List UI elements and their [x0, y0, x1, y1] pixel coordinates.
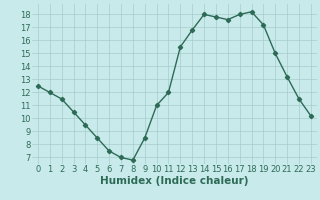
X-axis label: Humidex (Indice chaleur): Humidex (Indice chaleur) [100, 176, 249, 186]
